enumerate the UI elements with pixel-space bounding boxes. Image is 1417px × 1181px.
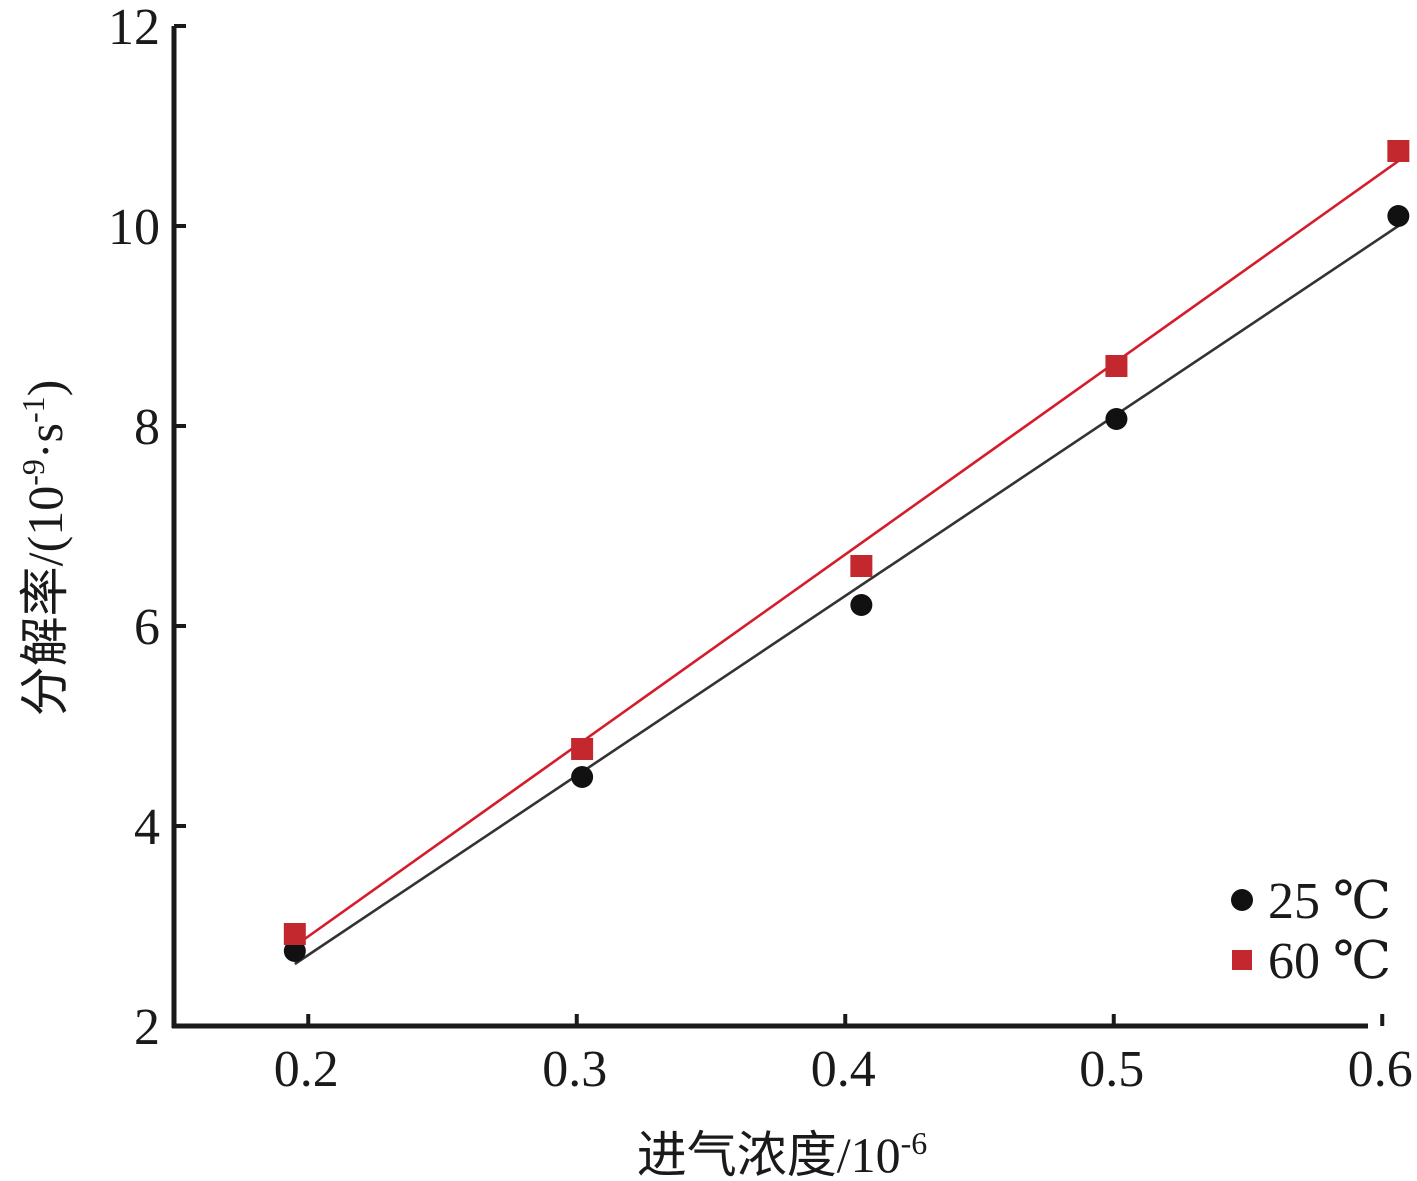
legend-marker-series-1 [1231,889,1253,911]
y-tick-label: 6 [134,599,160,656]
y-axis-title: 分解率/(10-9·s-1) [15,380,73,717]
y-tick-label: 2 [134,999,160,1056]
y-tick-label: 4 [134,799,160,856]
point-series-1 [1387,205,1410,227]
fit-lines [294,159,1400,966]
x-tick-label: 0.2 [274,1041,339,1098]
legend: 25 ℃60 ℃ [1231,873,1391,990]
point-series-2 [1387,140,1410,162]
point-series-1 [850,594,873,616]
x-axis-title: 进气浓度/10-6 [637,1125,928,1181]
x-tick-label: 0.3 [542,1041,607,1098]
legend-marker-series-2 [1232,950,1252,970]
ticks: 2 4 6 8 10 12 0.2 0.3 0.4 0.5 0.6 [108,0,1413,1098]
data-points [283,140,1410,962]
y-tick-label: 8 [134,399,160,456]
x-tick-label: 0.4 [811,1041,876,1098]
axes [171,26,1368,1029]
fit-line-series-2 [294,159,1400,948]
fit-line-series-1 [294,224,1400,966]
point-series-2 [571,738,594,760]
point-series-2 [1105,355,1128,377]
x-tick-label: 0.5 [1079,1041,1144,1098]
point-series-2 [850,555,873,577]
point-series-1 [571,766,594,788]
y-tick-label: 12 [108,0,160,56]
x-tick-label: 0.6 [1348,1041,1413,1098]
point-series-1 [283,940,306,962]
legend-label-series-2: 60 ℃ [1268,933,1391,990]
y-tick-label: 10 [108,199,160,256]
point-series-2 [283,923,306,945]
point-series-1 [1105,408,1128,430]
legend-label-series-1: 25 ℃ [1268,873,1391,930]
